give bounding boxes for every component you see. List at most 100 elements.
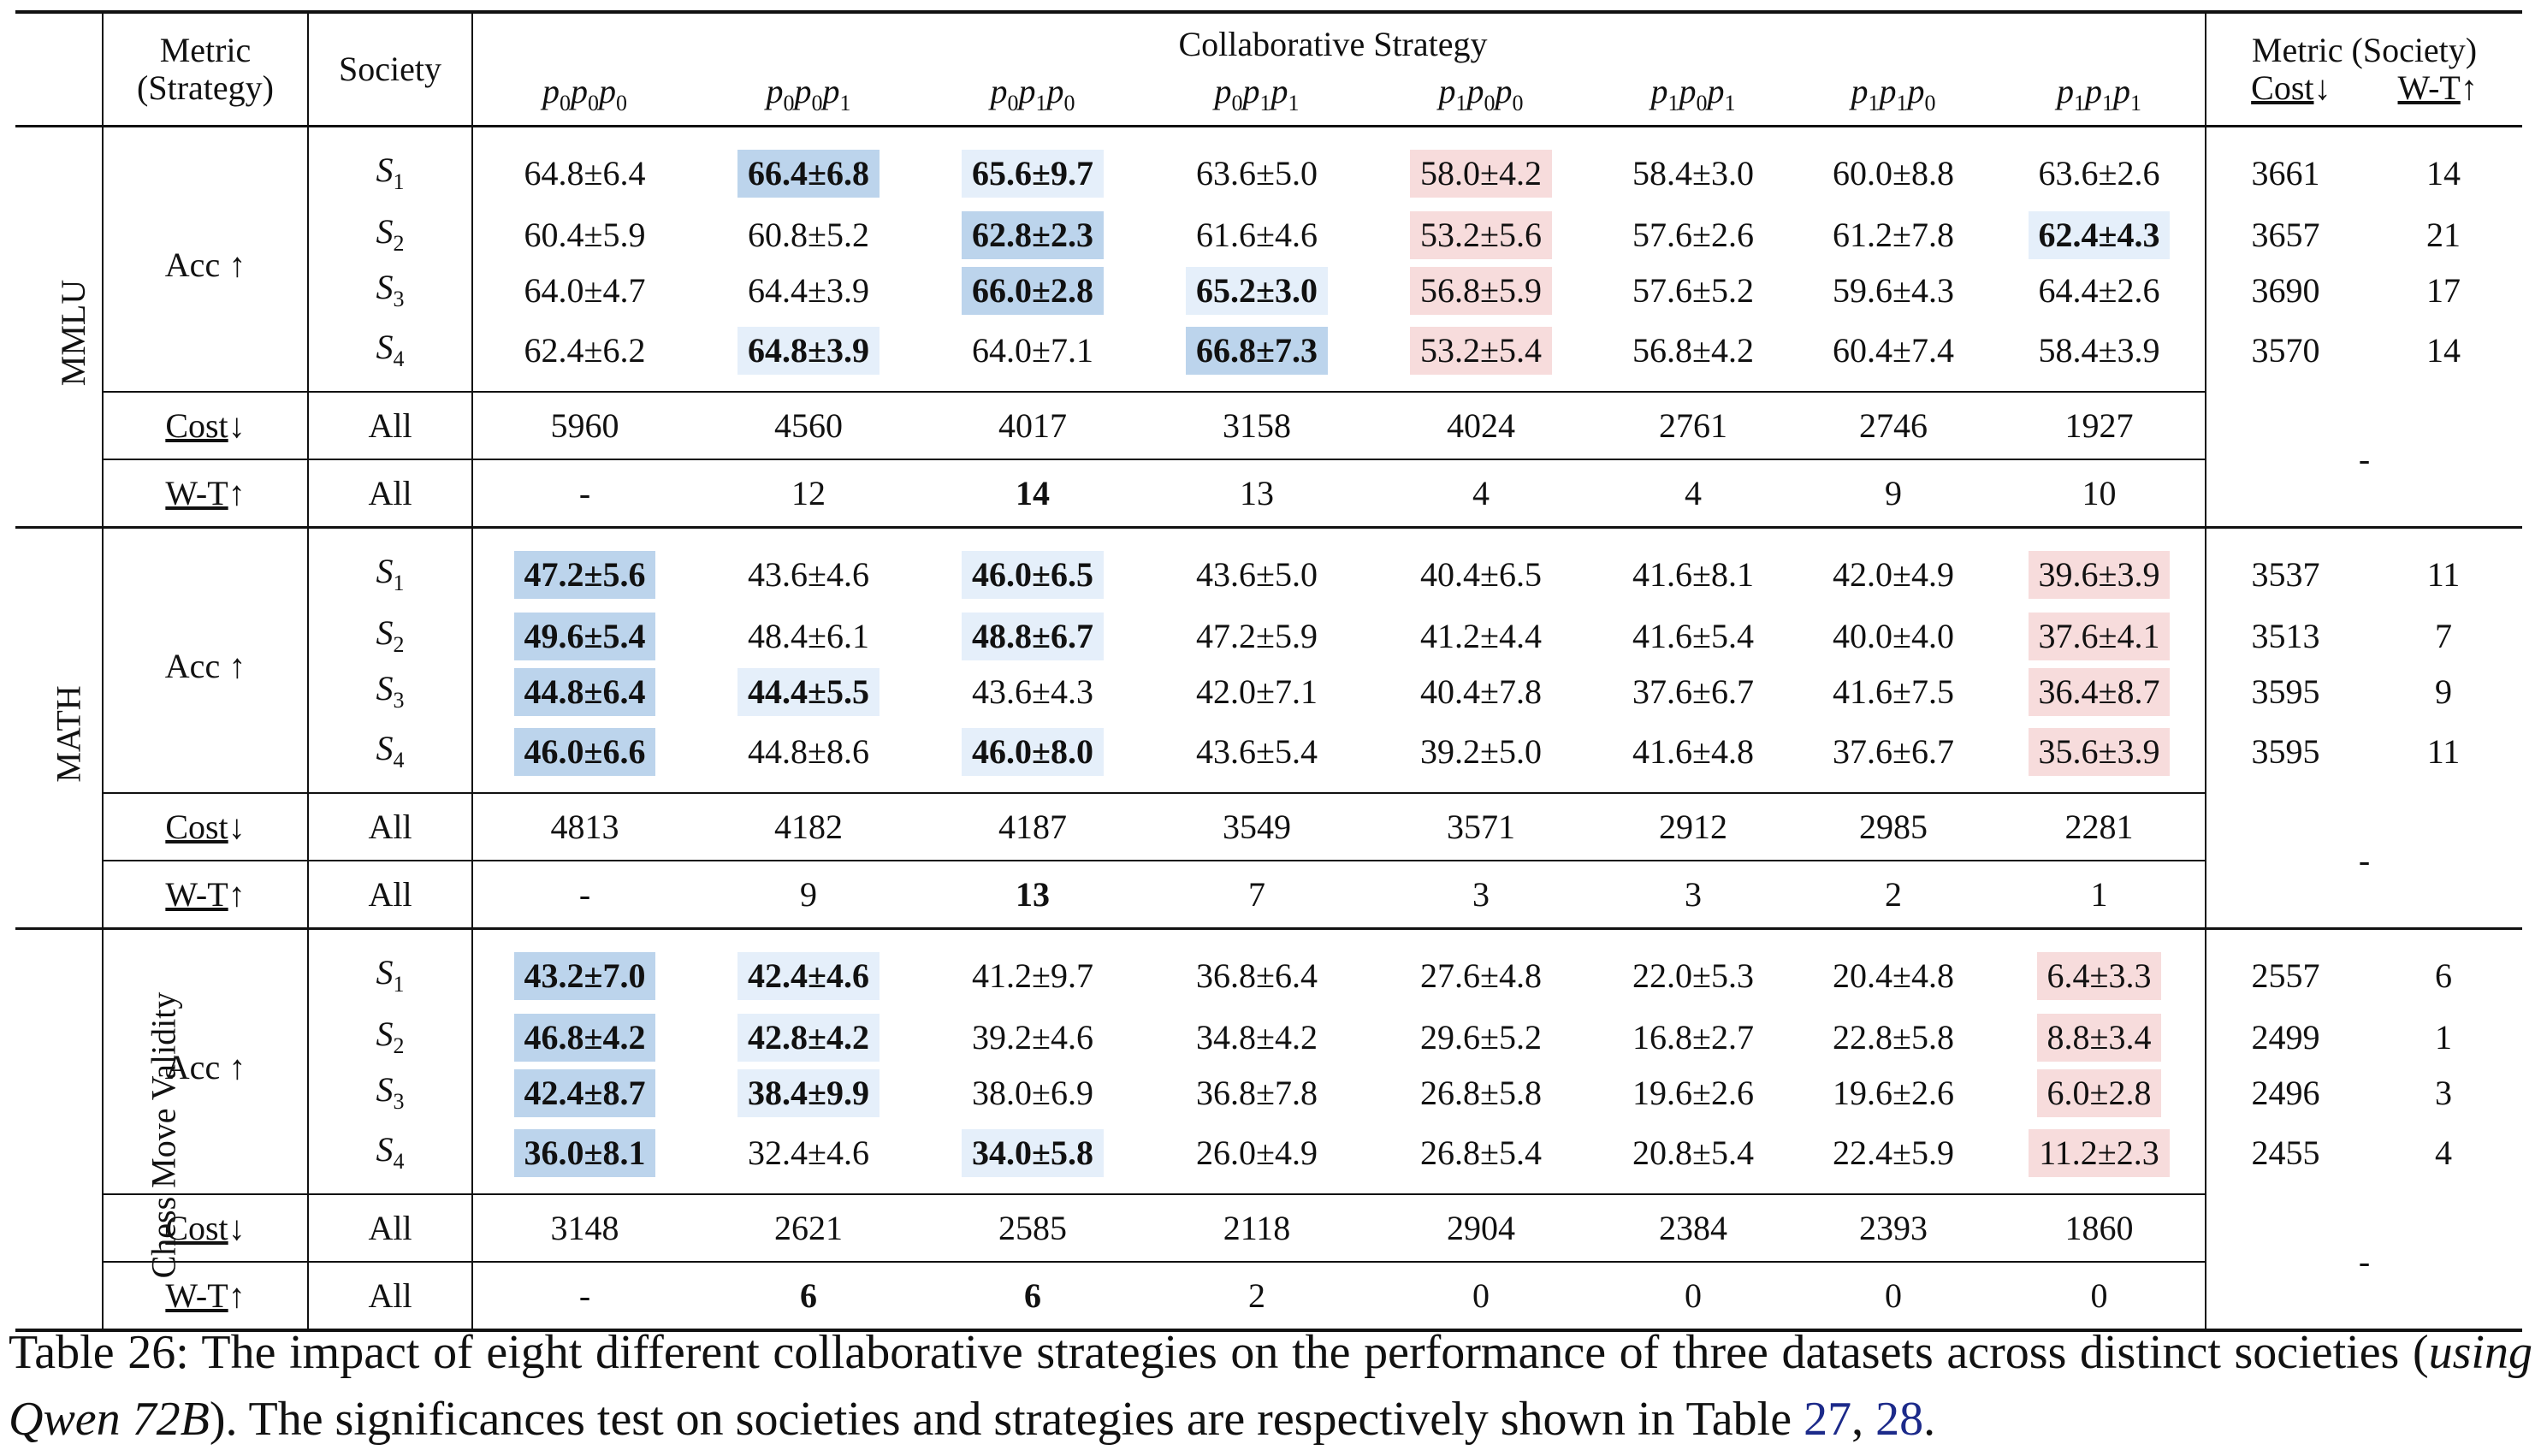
society-cost-value: 2496 xyxy=(2251,1073,2320,1112)
cost-value: 4017 xyxy=(998,405,1067,445)
all-label: All xyxy=(368,1275,412,1315)
score-value: 32.4±4.6 xyxy=(748,1133,869,1172)
wt-value: 2 xyxy=(1248,1275,1265,1315)
dataset-cell: MMLU xyxy=(15,125,104,528)
score-cell: 26.0±4.9 xyxy=(1145,1121,1369,1194)
strategy-letter: p xyxy=(1707,72,1725,111)
wt-value-cell: - xyxy=(472,861,696,929)
score-cell: 38.0±6.9 xyxy=(921,1065,1145,1121)
score-value: 64.4±3.9 xyxy=(748,270,869,310)
strategy-index: 1 xyxy=(1288,91,1300,116)
score-cell: 29.6±5.2 xyxy=(1369,1009,1593,1065)
society-letter: S xyxy=(376,212,394,252)
score-cell: 8.8±3.4 xyxy=(1993,1009,2206,1065)
score-value: 42.4±4.6 xyxy=(737,951,880,1000)
table-ref-link[interactable]: 28 xyxy=(1875,1393,1924,1446)
score-value: 35.6±3.9 xyxy=(2028,727,2171,776)
score-value: 58.4±3.0 xyxy=(1632,153,1754,192)
score-cell: 66.4±6.8 xyxy=(696,125,921,207)
accuracy-row: S4 36.0±8.1 32.4±4.6 34.0±5.8 26.0±4.9 26.8±5… xyxy=(15,1121,2522,1194)
caption-end: . xyxy=(1923,1393,1936,1446)
cost-society-cell: All xyxy=(308,391,473,460)
score-cell: 36.8±6.4 xyxy=(1145,927,1369,1009)
society-cost: 3595 xyxy=(2206,664,2365,719)
society-index: 1 xyxy=(393,571,405,596)
score-value: 41.6±4.8 xyxy=(1632,731,1754,771)
cost-value: 2384 xyxy=(1659,1208,1727,1247)
society-index: 1 xyxy=(393,169,405,195)
wt-value-cell: 0 xyxy=(1593,1262,1793,1332)
score-value: 60.4±5.9 xyxy=(524,215,646,254)
score-value: 22.4±5.9 xyxy=(1833,1133,1954,1172)
score-cell: 39.2±4.6 xyxy=(921,1009,1145,1065)
score-value: 29.6±5.2 xyxy=(1420,1017,1542,1056)
table-caption: Table 26: The impact of eight different … xyxy=(9,1319,2532,1453)
society-wt-value: 21 xyxy=(2426,215,2461,254)
society-label: S4 xyxy=(376,729,405,772)
society-cost-value: 2455 xyxy=(2251,1133,2320,1172)
score-cell: 40.4±7.8 xyxy=(1369,664,1593,719)
strategy-index: 0 xyxy=(616,91,627,116)
society-label: S1 xyxy=(376,151,405,194)
accuracy-row: S4 62.4±6.2 64.8±3.9 64.0±7.1 66.8±7.3 53.2±5… xyxy=(15,318,2522,392)
up-arrow: ↑ xyxy=(228,473,246,512)
score-cell: 56.8±4.2 xyxy=(1593,318,1793,392)
wt-value-cell: 0 xyxy=(1793,1262,1993,1332)
society-letter: S xyxy=(376,328,394,367)
score-value: 20.8±5.4 xyxy=(1632,1133,1754,1172)
accuracy-row: S3 64.0±4.7 64.4±3.9 66.0±2.8 65.2±3.0 56.8±5… xyxy=(15,263,2522,318)
strategy-index: 1 xyxy=(2102,91,2113,116)
society-wt-value: 11 xyxy=(2426,554,2461,594)
score-cell: 43.6±5.4 xyxy=(1145,719,1369,793)
society-wt: 21 xyxy=(2365,207,2522,263)
score-cell: 34.0±5.8 xyxy=(921,1121,1145,1194)
strategy-letter: p xyxy=(1270,72,1288,111)
strategy-letter: p xyxy=(1214,72,1232,111)
score-value: 42.0±4.9 xyxy=(1833,554,1954,594)
score-value: 36.0±8.1 xyxy=(513,1128,656,1177)
score-value: 60.0±8.8 xyxy=(1833,153,1954,192)
wt-row: W-T↑ All - 12 14 13 4 4 9 10 xyxy=(15,459,2522,528)
score-cell: 58.0±4.2 xyxy=(1369,125,1593,207)
wt-metric-cell: W-T↑ xyxy=(103,1262,309,1332)
score-cell: 37.6±6.7 xyxy=(1593,664,1793,719)
acc-label: Acc ↑ xyxy=(164,1048,246,1086)
wt-value-cell: 14 xyxy=(921,459,1145,528)
strategy-letter: p xyxy=(2085,72,2102,111)
down-arrow: ↓ xyxy=(2313,68,2331,107)
cost-label: Cost xyxy=(165,807,228,846)
score-cell: 41.6±5.4 xyxy=(1593,608,1793,664)
wt-value-cell: 0 xyxy=(1993,1262,2206,1332)
cost-row: Cost↓ All 4813 4182 4187 3549 3571 2912 2985 2281… xyxy=(15,792,2522,879)
score-value: 22.8±5.8 xyxy=(1833,1017,1954,1056)
strategy-index: 1 xyxy=(1896,91,1908,116)
wt-value-cell: 6 xyxy=(921,1262,1145,1332)
wt-value-cell: 12 xyxy=(696,459,921,528)
score-cell: 59.6±4.3 xyxy=(1793,263,1993,318)
score-value: 63.6±2.6 xyxy=(2038,153,2160,192)
score-cell: 42.4±8.7 xyxy=(472,1065,696,1121)
cost-value: 1860 xyxy=(2064,1208,2134,1247)
cost-value-cell: 4813 xyxy=(472,792,696,861)
table-ref-link[interactable]: 27 xyxy=(1804,1393,1852,1446)
society-wt: 1 xyxy=(2365,1009,2522,1065)
all-label: All xyxy=(368,405,412,445)
cost-metric-cell: Cost↓ xyxy=(103,391,309,460)
score-value: 11.2±2.3 xyxy=(2029,1128,2170,1177)
society-index: 4 xyxy=(393,748,405,773)
strategy-index: 0 xyxy=(1007,91,1019,116)
society-wt-value: 14 xyxy=(2426,153,2461,192)
society-letter: S xyxy=(376,953,394,992)
strategy-letter: p xyxy=(599,72,616,111)
cost-value-cell: 3148 xyxy=(472,1193,696,1263)
score-cell: 60.4±7.4 xyxy=(1793,318,1993,392)
wt-value-cell: 3 xyxy=(1593,861,1793,929)
accuracy-row: S2 49.6±5.4 48.4±6.1 48.8±6.7 47.2±5.9 41.2±4… xyxy=(15,608,2522,664)
score-cell: 20.4±4.8 xyxy=(1793,927,1993,1009)
score-cell: 27.6±4.8 xyxy=(1369,927,1593,1009)
score-value: 62.4±6.2 xyxy=(524,330,646,370)
society-wt: 11 xyxy=(2365,719,2522,793)
strategy-label: p0p1p0 xyxy=(991,72,1075,115)
cost-value: 3549 xyxy=(1223,807,1291,846)
score-cell: 19.6±2.6 xyxy=(1593,1065,1793,1121)
